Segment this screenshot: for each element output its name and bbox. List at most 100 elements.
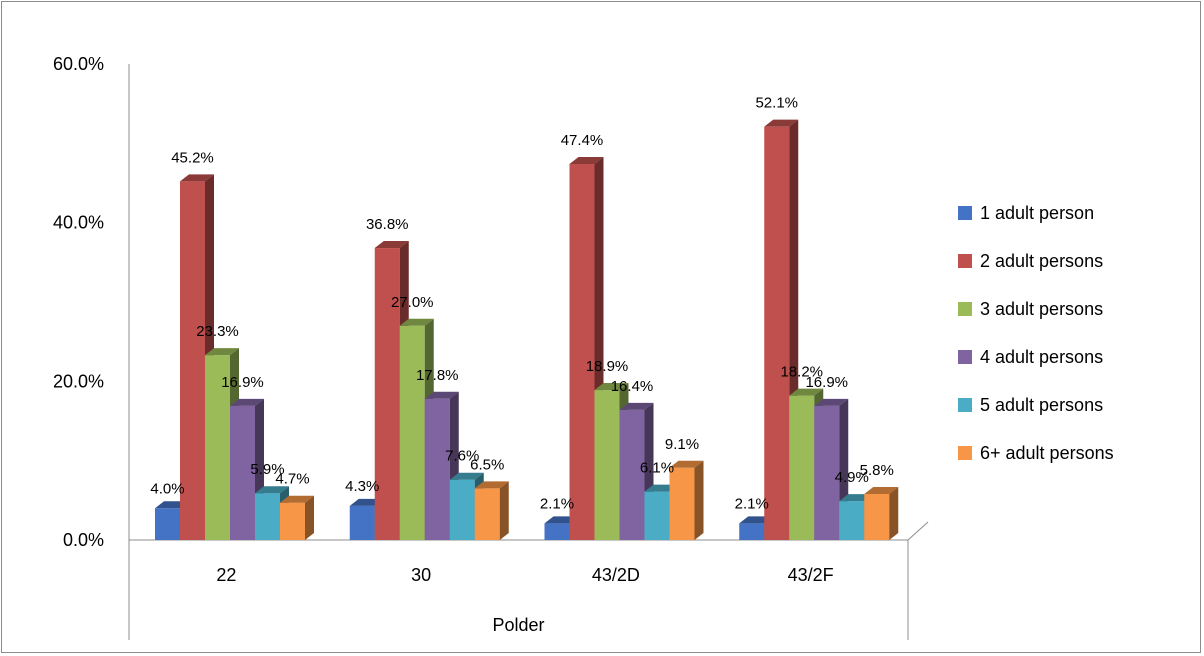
bar-front [474,488,500,540]
chart-legend: 1 adult person 2 adult persons 3 adult per… [958,203,1114,463]
bar-front [739,523,765,540]
bar-top [449,472,484,480]
bar-front [349,505,375,540]
bar-front [280,502,305,540]
bar-side [889,486,899,540]
bar-front [180,181,205,540]
bar-top [814,398,849,406]
x-tick-label: 22 [216,565,236,585]
bar-front [155,508,180,540]
data-label: 16.9% [805,374,848,391]
bar-front [255,493,280,540]
legend-swatch [958,302,972,316]
bar-side [499,481,509,540]
x-tick-label: 30 [411,565,431,585]
bar-top [474,481,509,489]
data-label: 5.9% [250,461,284,478]
chart-bars [155,119,899,540]
bar-front [569,163,595,540]
bar-front [814,405,840,540]
bar-top [230,398,264,406]
data-label: 16.4% [611,378,654,395]
legend-item: 4 adult persons [958,347,1103,367]
bar [864,486,899,540]
y-tick-label: 40.0% [53,213,104,233]
data-label: 23.3% [196,323,239,340]
data-label: 36.8% [366,216,409,233]
bar-top [280,495,314,503]
data-label: 17.8% [416,367,459,384]
bar-front [864,493,890,540]
x-tick-label: 43/2F [788,565,834,585]
data-label: 2.1% [735,495,769,512]
data-label: 27.0% [391,294,434,311]
bar-top [180,174,214,182]
bar-top [205,348,239,356]
data-label: 4.3% [345,478,379,495]
bar-top [569,156,604,164]
bar-top [864,486,899,494]
legend-swatch [958,206,972,220]
data-label: 6.5% [470,456,504,473]
bar-side [305,495,314,540]
bar-front [205,355,230,540]
legend-swatch [958,254,972,268]
y-tick-label: 20.0% [53,371,104,391]
bar-front [619,409,645,540]
bar-front [839,501,865,540]
legend-label: 6+ adult persons [980,443,1114,463]
bar [474,481,509,540]
bar-top [424,391,459,399]
bar-top [764,119,799,127]
legend-item: 3 adult persons [958,299,1103,319]
bar-front [399,325,425,540]
data-label: 47.4% [561,132,604,149]
legend-item: 2 adult persons [958,251,1103,271]
floor-edge-line [907,521,929,541]
bar-top [399,318,434,326]
y-tick-label: 60.0% [53,54,104,74]
bar-top [374,241,409,249]
data-label: 2.1% [540,495,574,512]
bar-top [789,388,824,396]
data-label: 6.1% [640,460,674,477]
legend-label: 4 adult persons [980,347,1103,367]
legend-swatch [958,398,972,412]
data-label: 4.0% [150,480,184,497]
bar [669,460,704,540]
bar-front [230,405,255,540]
bar-front [669,467,695,540]
legend-item: 5 adult persons [958,395,1103,415]
data-label: 4.7% [275,471,309,488]
bar-top [594,383,629,391]
data-label: 45.2% [171,149,214,166]
data-label: 9.1% [665,436,699,453]
bar-front [449,479,475,540]
data-labels: 4.0% 45.2% 23.3% 16.9% 5.9%4.7% 4.3% 36.8% 27.0… [150,95,893,513]
bar-top [669,460,704,468]
bar-front [374,248,400,540]
x-axis-title: Polder [492,615,544,635]
bar-top [619,402,654,410]
data-label: 52.1% [755,95,798,112]
x-tick-label: 43/2D [592,565,640,585]
legend-item: 6+ adult persons [958,443,1114,463]
data-label: 18.9% [586,358,629,375]
legend-swatch [958,350,972,364]
legend-label: 3 adult persons [980,299,1103,319]
data-label: 5.8% [860,462,894,479]
legend-label: 1 adult person [980,203,1094,223]
y-tick-label: 0.0% [63,530,104,550]
legend-swatch [958,446,972,460]
bar-front [764,126,790,540]
data-label: 7.6% [445,448,479,465]
legend-label: 2 adult persons [980,251,1103,271]
bar-side [694,460,704,540]
bar-front [424,398,450,540]
data-label: 16.9% [221,374,264,391]
bar [280,495,314,540]
chart-axes: 0.0% 20.0% 40.0% 60.0% 22 30 43/2D 43/2F Polder [53,54,929,640]
data-label: 4.9% [835,469,869,486]
